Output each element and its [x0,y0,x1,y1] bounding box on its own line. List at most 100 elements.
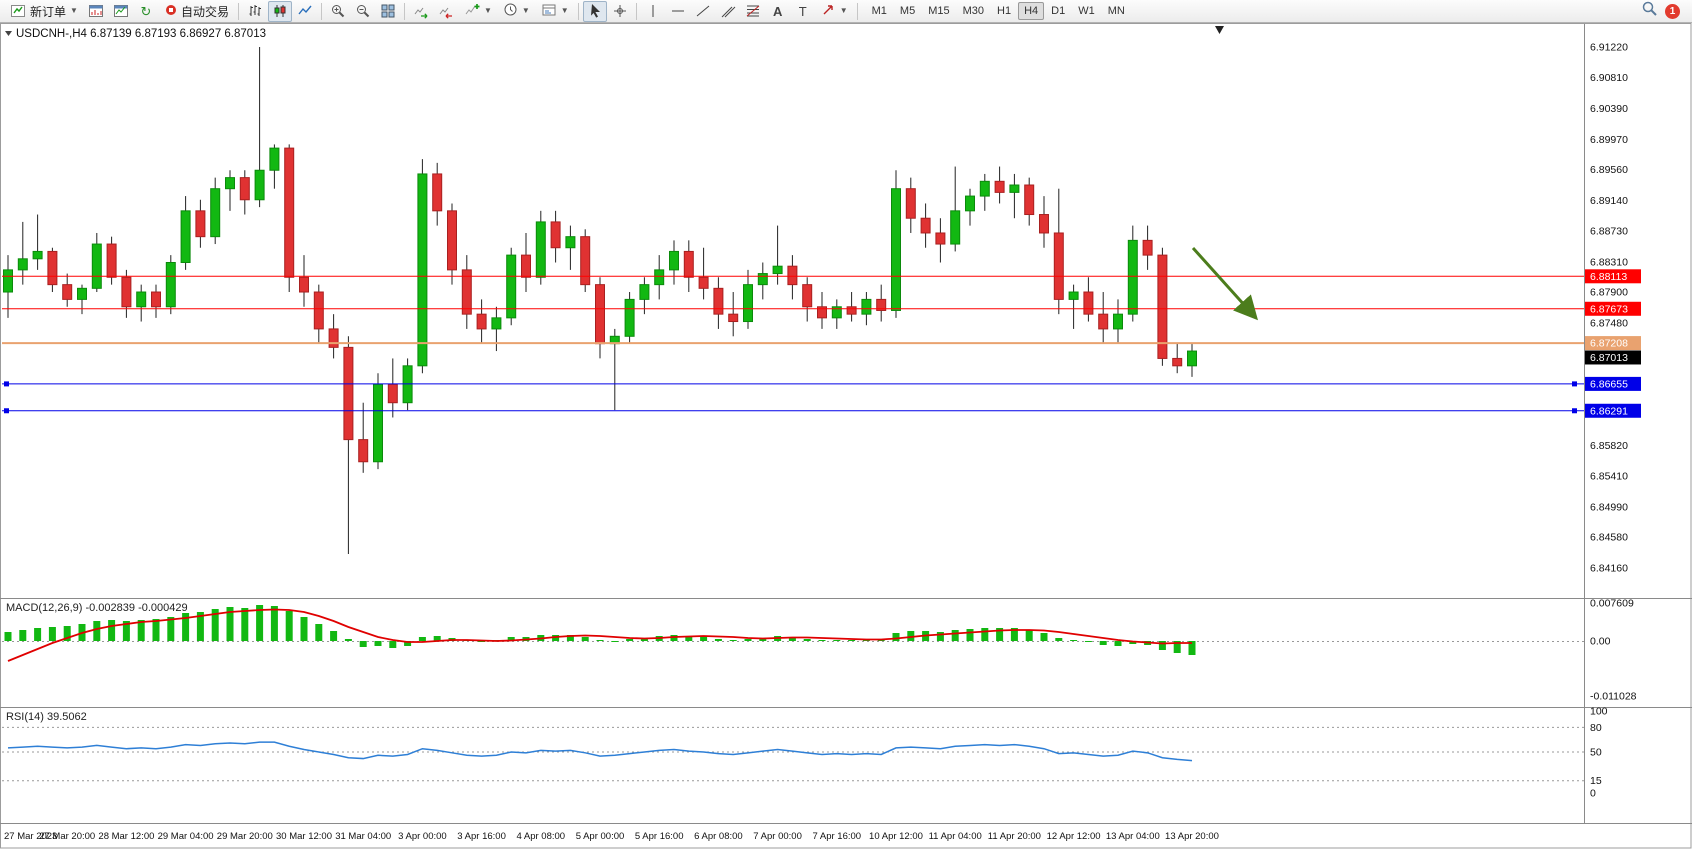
chart-frame [0,23,1692,849]
search-icon[interactable] [1641,0,1658,22]
candlestick-type-icon[interactable] [267,0,292,22]
svg-text:0.00: 0.00 [1590,636,1611,648]
hline-handle[interactable] [4,408,9,414]
channel-tool-icon[interactable] [716,1,740,22]
svg-text:6.89560: 6.89560 [1590,164,1628,176]
text-tool-icon[interactable]: A [773,3,783,19]
svg-text:28 Mar 12:00: 28 Mar 12:00 [98,831,154,842]
chevron-down-icon: ▼ [839,6,848,15]
svg-text:5 Apr 16:00: 5 Apr 16:00 [635,831,684,842]
hline-handle[interactable] [1572,381,1577,387]
new-order-button[interactable]: 新订单 ▼ [3,1,83,22]
zoom-in-icon[interactable] [326,1,350,22]
separator [635,2,637,20]
price-tag-6.88113 [1585,269,1641,284]
tile-windows-icon[interactable] [376,1,400,22]
svg-text:31 Mar 04:00: 31 Mar 04:00 [335,831,391,842]
periods-button[interactable]: ▼ [498,1,535,22]
timeframe-d1[interactable]: D1 [1051,5,1066,17]
separator [403,2,405,20]
timeframe-h4[interactable]: H4 [1018,2,1045,20]
chevron-down-icon: ▼ [70,6,78,15]
svg-text:6.86655: 6.86655 [1590,378,1628,390]
chart-window-icon[interactable] [84,1,108,22]
timeframe-mn[interactable]: MN [1107,5,1125,17]
timeframe-h1[interactable]: H1 [997,5,1012,17]
svg-text:27 Mar 20:00: 27 Mar 20:00 [39,831,95,842]
svg-text:6.85820: 6.85820 [1590,440,1628,452]
hline-handle[interactable] [1572,408,1577,414]
macd-signal-line [7,608,1192,662]
line-chart-type-icon[interactable] [293,1,317,22]
template-icon [541,2,557,21]
crosshair-tool-icon[interactable] [608,1,632,22]
timeframe-w1[interactable]: W1 [1078,5,1095,17]
timeframe-m1[interactable]: M1 [871,5,887,17]
refresh-icon[interactable]: ↻ [140,3,152,19]
svg-text:30 Mar 12:00: 30 Mar 12:00 [276,831,332,842]
separator [577,2,579,20]
indicators-button[interactable]: ▼ [459,1,497,22]
svg-text:7 Apr 00:00: 7 Apr 00:00 [753,831,802,842]
hline-handle[interactable] [4,381,9,387]
horizontal-line-tool-icon[interactable] [666,1,690,22]
svg-text:10 Apr 12:00: 10 Apr 12:00 [869,831,923,842]
shapes-button[interactable]: ▼ [816,1,853,22]
price-tag-6.87013 [1585,350,1641,365]
macd-header: MACD(12,26,9) -0.002839 -0.000429 [6,602,188,614]
svg-text:6.88730: 6.88730 [1590,225,1628,237]
fibonacci-tool-icon[interactable] [741,1,765,22]
svg-text:3 Apr 00:00: 3 Apr 00:00 [398,831,447,842]
price-tag-6.86291 [1585,403,1641,418]
chart-canvas[interactable]: 6.91220 6.90810 6.90390 6.89970 6.89560 6.891… [0,23,1692,849]
trendline-tool-icon[interactable] [691,1,715,22]
separator [856,2,858,20]
timeframe-m5[interactable]: M5 [899,5,916,17]
vertical-line-tool-icon[interactable] [641,1,665,22]
svg-text:6.88113: 6.88113 [1590,271,1627,283]
price-axis[interactable]: 6.91220 6.90810 6.90390 6.89970 6.89560 6.891… [1585,42,1641,800]
chart-menu-icon[interactable] [5,31,12,36]
svg-text:6.87673: 6.87673 [1590,303,1628,315]
svg-text:6.84990: 6.84990 [1590,501,1628,513]
rsi-line [7,741,1193,762]
auto-scroll-icon[interactable] [409,1,433,22]
cursor-tool-icon[interactable] [582,0,607,22]
svg-text:6.87480: 6.87480 [1590,318,1628,330]
svg-text:6.90810: 6.90810 [1590,72,1628,84]
auto-trading-button[interactable]: 自动交易 [159,1,234,22]
rsi-header: RSI(14) 39.5062 [6,711,87,723]
zoom-out-icon[interactable] [351,1,375,22]
svg-text:11 Apr 20:00: 11 Apr 20:00 [988,831,1041,842]
timeframe-m15[interactable]: M15 [928,5,950,17]
bar-chart-type-icon[interactable] [243,1,267,22]
notification-badge[interactable]: 1 [1665,3,1680,19]
trend-arrow-annotation[interactable] [1191,246,1259,321]
chart-shift-marker[interactable] [1215,26,1224,34]
text-label-tool-icon[interactable]: T [798,3,807,19]
svg-text:6.91220: 6.91220 [1590,42,1628,54]
svg-text:6.87208: 6.87208 [1590,338,1628,350]
timeframe-m30[interactable]: M30 [962,5,985,17]
new-order-label: 新订单 [30,4,67,19]
arrow-shape-icon [821,2,836,20]
svg-text:13 Apr 20:00: 13 Apr 20:00 [1165,831,1219,842]
chevron-down-icon: ▼ [560,6,569,15]
chevron-down-icon: ▼ [521,6,530,15]
toolbar: 新订单 ▼ ↻ 自动交易 ▼ [0,0,1692,23]
svg-text:50: 50 [1590,747,1602,759]
svg-text:27 Mar 2023: 27 Mar 2023 [4,831,57,842]
candlesticks [3,47,1197,555]
separator [320,2,322,20]
templates-button[interactable]: ▼ [536,1,574,22]
clock-icon [503,2,518,20]
svg-text:29 Mar 04:00: 29 Mar 04:00 [158,831,214,842]
svg-text:6.89140: 6.89140 [1590,195,1628,207]
auto-trading-icon [164,3,178,20]
svg-text:3 Apr 16:00: 3 Apr 16:00 [457,831,506,842]
profile-icon[interactable] [109,1,133,22]
chart-shift-icon[interactable] [434,1,458,22]
chevron-down-icon: ▼ [483,6,492,15]
svg-text:13 Apr 04:00: 13 Apr 04:00 [1106,831,1160,842]
